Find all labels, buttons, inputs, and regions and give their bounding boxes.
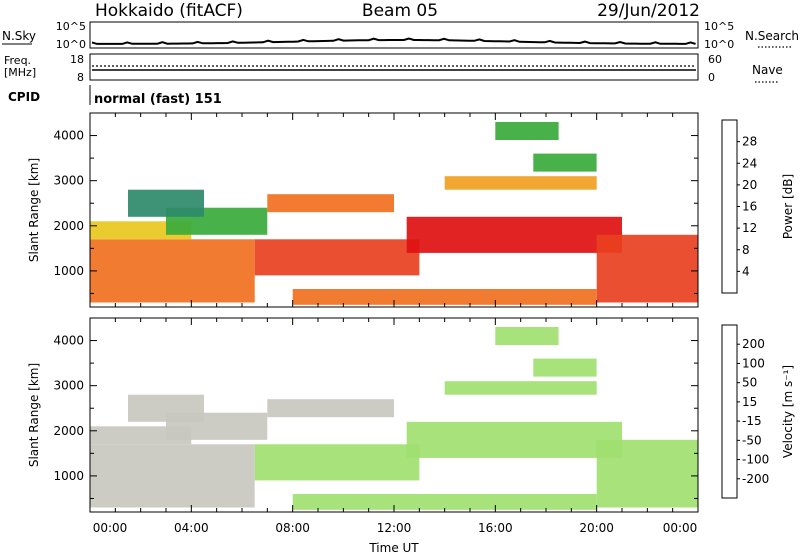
noise-sky-label: N.Sky bbox=[2, 29, 36, 43]
colorbar-tick-label: 12 bbox=[742, 221, 757, 235]
y-tick-label: 3000 bbox=[53, 379, 84, 393]
freq-tick-high: 18 bbox=[70, 53, 84, 66]
velocity-data-region bbox=[495, 327, 559, 345]
y-tick-label: 1000 bbox=[53, 469, 84, 483]
colorbar-tick-label: 8 bbox=[742, 243, 750, 257]
velocity-y-axis-label: Slant Range [km] bbox=[27, 363, 41, 467]
colorbar-tick-label: -100 bbox=[742, 453, 769, 467]
power-data-region bbox=[90, 239, 255, 303]
x-tick-label: 00:00 bbox=[93, 521, 128, 535]
y-tick-label: 3000 bbox=[53, 174, 84, 188]
x-tick-label: 16:00 bbox=[478, 521, 513, 535]
freq-unit-label: [MHz] bbox=[4, 66, 36, 79]
power-colorbar-label: Power [dB] bbox=[781, 174, 795, 239]
power-data-region bbox=[90, 221, 192, 240]
velocity-data-region bbox=[267, 399, 394, 418]
power-data-region bbox=[292, 289, 597, 305]
x-tick-label: 04:00 bbox=[174, 521, 209, 535]
velocity-colorbar-frame bbox=[721, 324, 738, 499]
power-data-region bbox=[267, 194, 394, 213]
power-data-region bbox=[596, 234, 698, 303]
colorbar-tick-label: 24 bbox=[742, 156, 757, 170]
y-tick-label: 2000 bbox=[53, 424, 84, 438]
velocity-data-region bbox=[90, 426, 192, 445]
x-tick-label: 00:00 bbox=[663, 521, 698, 535]
time-axis: 00:00 04:00 08:00 12:00 16:00 20:00 00:00 bbox=[89, 113, 699, 535]
colorbar-tick-label: 28 bbox=[742, 135, 757, 149]
power-data-region bbox=[128, 189, 204, 217]
y-tick-label: 4000 bbox=[53, 129, 84, 143]
cpid-mode: normal (fast) 151 bbox=[94, 92, 222, 107]
power-panel: 1000 2000 3000 4000 Slant Range [km] 28 24 20 16… bbox=[27, 112, 795, 308]
noise-panel: N.Sky 10^5 10^0 10^5 10^0 N.Search bbox=[2, 20, 799, 51]
noise-sky-series bbox=[91, 37, 696, 45]
nave-tick-high: 60 bbox=[708, 53, 722, 66]
noise-tick-right-low: 10^0 bbox=[704, 38, 734, 51]
colorbar-tick-label: 15 bbox=[742, 395, 757, 409]
colorbar-tick-label: -200 bbox=[742, 472, 769, 486]
frequency-panel: Freq. [MHz] 18 8 60 0 Nave bbox=[4, 53, 783, 84]
noise-tick-left-low: 10^0 bbox=[56, 38, 86, 51]
colorbar-tick-label: 100 bbox=[742, 356, 765, 370]
colorbar-tick-label: 20 bbox=[742, 178, 757, 192]
x-tick-label: 08:00 bbox=[275, 521, 310, 535]
station-title: Hokkaido (fitACF) bbox=[95, 1, 243, 21]
velocity-data-region bbox=[533, 358, 597, 377]
y-tick-label: 2000 bbox=[53, 219, 84, 233]
power-data-region bbox=[254, 239, 420, 276]
velocity-panel: 1000 2000 3000 4000 Slant Range [km] 200 100 50… bbox=[27, 317, 795, 513]
velocity-data-region bbox=[90, 444, 255, 508]
x-tick-label: 20:00 bbox=[579, 521, 614, 535]
freq-label: Freq. bbox=[4, 54, 31, 67]
colorbar-tick-label: -50 bbox=[742, 433, 762, 447]
y-tick-label: 1000 bbox=[53, 264, 84, 278]
nave-tick-low: 0 bbox=[708, 71, 715, 84]
velocity-data-region bbox=[444, 381, 597, 395]
power-data-region bbox=[444, 176, 597, 190]
noise-search-label: N.Search bbox=[745, 29, 799, 43]
velocity-data-region bbox=[128, 394, 204, 422]
velocity-data-region bbox=[292, 494, 597, 510]
freq-tick-low: 8 bbox=[77, 71, 84, 84]
colorbar-tick-label: 4 bbox=[742, 264, 750, 278]
velocity-data-region bbox=[406, 421, 622, 458]
power-colorbar-frame bbox=[721, 119, 738, 294]
colorbar-tick-label: 50 bbox=[742, 376, 757, 390]
velocity-data-region bbox=[254, 444, 420, 481]
beam-title: Beam 05 bbox=[362, 1, 438, 21]
velocity-data-region bbox=[596, 439, 698, 508]
colorbar-tick-label: 200 bbox=[742, 337, 765, 351]
power-data-region bbox=[406, 216, 622, 253]
nave-label: Nave bbox=[752, 63, 783, 77]
power-data-region bbox=[533, 153, 597, 172]
power-y-axis-label: Slant Range [km] bbox=[27, 158, 41, 262]
date-title: 29/Jun/2012 bbox=[597, 1, 700, 21]
colorbar-tick-label: -15 bbox=[742, 414, 762, 428]
velocity-colorbar-label: Velocity [m s⁻¹] bbox=[781, 365, 795, 458]
y-tick-label: 4000 bbox=[53, 334, 84, 348]
x-tick-label: 12:00 bbox=[377, 521, 412, 535]
noise-tick-left-high: 10^5 bbox=[56, 20, 86, 33]
noise-tick-right-high: 10^5 bbox=[704, 20, 734, 33]
colorbar-tick-label: 16 bbox=[742, 200, 757, 214]
power-data-region bbox=[495, 122, 559, 140]
x-axis-label: Time UT bbox=[368, 541, 419, 554]
cpid-label: CPID bbox=[8, 90, 40, 104]
